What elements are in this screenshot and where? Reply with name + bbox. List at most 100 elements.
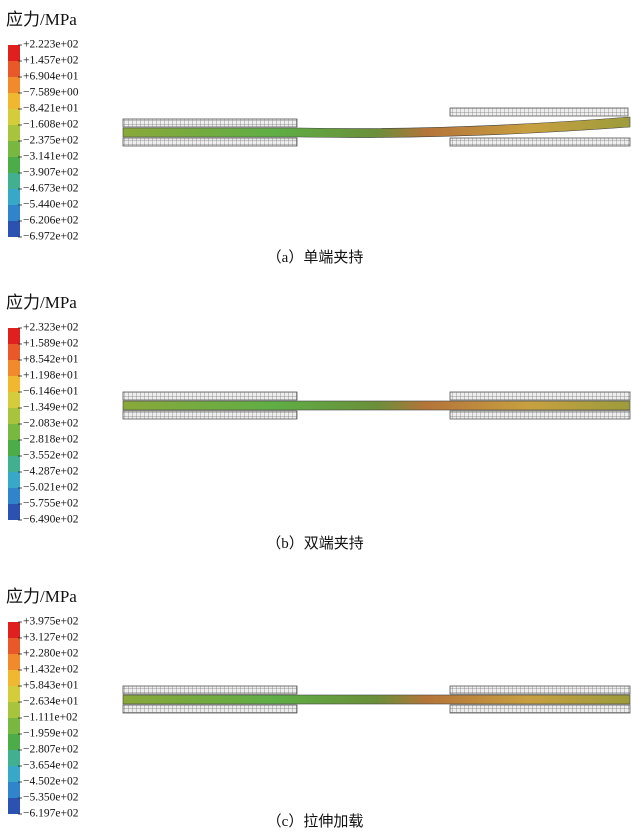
legend-label: −3.552e+02 <box>23 450 79 462</box>
legend-swatch <box>8 702 20 718</box>
grip-plate <box>450 686 630 694</box>
legend-label: −4.287e+02 <box>23 466 79 478</box>
legend-label: +2.323e+02 <box>23 322 79 334</box>
legend-swatch <box>8 782 20 798</box>
legend-swatch <box>8 205 20 221</box>
legend-label: −1.608e+02 <box>23 119 79 131</box>
legend-label: −8.421e+01 <box>23 103 79 115</box>
legend-label: −2.818e+02 <box>23 434 79 446</box>
legend-swatch <box>8 718 20 734</box>
legend-swatch <box>8 221 20 237</box>
legend-label: −4.673e+02 <box>23 183 79 195</box>
legend-label: +5.843e+01 <box>23 680 79 692</box>
legend-label: −5.350e+02 <box>23 792 79 804</box>
legend-swatch <box>8 766 20 782</box>
legend-swatch <box>8 173 20 189</box>
specimen <box>123 401 630 410</box>
legend-label: +1.432e+02 <box>23 664 79 676</box>
legend-label: −5.021e+02 <box>23 482 79 494</box>
grip-plate <box>123 686 297 694</box>
legend-label: −1.959e+02 <box>23 728 79 740</box>
legend-swatch <box>8 638 20 654</box>
legend-swatch <box>8 686 20 702</box>
legend-label: −2.375e+02 <box>23 135 79 147</box>
legend-label: −2.807e+02 <box>23 744 79 756</box>
legend-label: −6.197e+02 <box>23 808 79 820</box>
legend-label: −4.502e+02 <box>23 776 79 788</box>
legend-label: −3.654e+02 <box>23 760 79 772</box>
legend-swatch <box>8 125 20 141</box>
legend-title: 应力/MPa <box>6 10 77 29</box>
legend-swatch <box>8 456 20 472</box>
legend-label: −7.589e+00 <box>23 87 79 99</box>
legend-swatch <box>8 488 20 504</box>
legend-swatch <box>8 472 20 488</box>
caption: （a）单端夹持 <box>267 249 364 266</box>
legend-swatch <box>8 189 20 205</box>
legend-swatch <box>8 504 20 520</box>
legend-label: −6.490e+02 <box>23 514 79 526</box>
legend-swatch <box>8 670 20 686</box>
legend-label: +2.223e+02 <box>23 39 79 51</box>
legend-label: −6.146e+01 <box>23 386 79 398</box>
grip-plate <box>123 138 297 146</box>
legend-label: −2.634e+01 <box>23 696 79 708</box>
caption: （c）拉伸加载 <box>267 813 364 830</box>
panel: 应力/MPa +3.975e+02 +3.127e+02 +2.280e+02 +1.4… <box>6 587 630 830</box>
grip-plate <box>123 411 297 419</box>
legend-swatch <box>8 344 20 360</box>
panel: 应力/MPa +2.223e+02 +1.457e+02 +6.904e+01 −7.5… <box>6 10 630 266</box>
legend-swatch <box>8 77 20 93</box>
legend-label: −6.972e+02 <box>23 231 79 243</box>
legend-label: −6.206e+02 <box>23 215 79 227</box>
legend-swatch <box>8 328 20 344</box>
legend-title: 应力/MPa <box>6 587 77 606</box>
legend-swatch <box>8 141 20 157</box>
grip-plate <box>450 108 628 116</box>
legend-swatch <box>8 157 20 173</box>
legend-swatch <box>8 376 20 392</box>
legend-title: 应力/MPa <box>6 293 77 312</box>
legend-swatch <box>8 622 20 638</box>
grip-plate <box>123 119 297 127</box>
legend-label: −3.141e+02 <box>23 151 79 163</box>
grip-plate <box>450 705 630 713</box>
legend-label: −3.907e+02 <box>23 167 79 179</box>
legend-swatch <box>8 61 20 77</box>
legend-swatch <box>8 408 20 424</box>
legend-label: +1.589e+02 <box>23 338 79 350</box>
legend-label: −5.755e+02 <box>23 498 79 510</box>
specimen <box>123 695 630 704</box>
grip-plate <box>123 392 297 400</box>
grip-plate <box>123 705 297 713</box>
legend-label: +1.198e+01 <box>23 370 79 382</box>
caption: （b）双端夹持 <box>266 535 364 552</box>
legend-label: +6.904e+01 <box>23 71 79 83</box>
legend-label: +8.542e+01 <box>23 354 79 366</box>
legend-swatch <box>8 93 20 109</box>
legend-swatch <box>8 392 20 408</box>
grip-plate <box>450 138 630 146</box>
figure: 应力/MPa +2.223e+02 +1.457e+02 +6.904e+01 −7.5… <box>0 0 631 837</box>
panel: 应力/MPa +2.323e+02 +1.589e+02 +8.542e+01 +1.1… <box>6 293 630 552</box>
legend-swatch <box>8 424 20 440</box>
legend-swatch <box>8 654 20 670</box>
legend-label: −5.440e+02 <box>23 199 79 211</box>
legend-swatch <box>8 440 20 456</box>
legend-swatch <box>8 798 20 814</box>
legend-label: −1.349e+02 <box>23 402 79 414</box>
legend-label: +3.127e+02 <box>23 632 79 644</box>
legend-swatch <box>8 734 20 750</box>
legend-label: +2.280e+02 <box>23 648 79 660</box>
grip-plate <box>450 392 630 400</box>
legend-label: −2.083e+02 <box>23 418 79 430</box>
legend-label: +1.457e+02 <box>23 55 79 67</box>
legend-swatch <box>8 45 20 61</box>
legend-swatch <box>8 109 20 125</box>
grip-plate <box>450 411 630 419</box>
page: 应力/MPa +2.223e+02 +1.457e+02 +6.904e+01 −7.5… <box>0 0 631 837</box>
legend-swatch <box>8 750 20 766</box>
legend-label: +3.975e+02 <box>23 616 79 628</box>
legend-swatch <box>8 360 20 376</box>
legend-label: −1.111e+02 <box>23 712 78 724</box>
